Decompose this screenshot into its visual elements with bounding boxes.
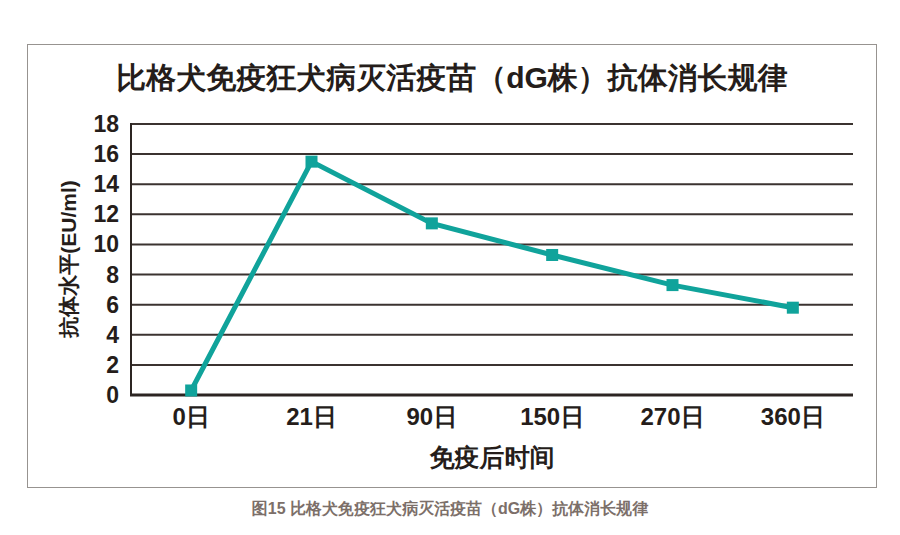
x-tick-label: 90日 [406, 403, 457, 430]
x-axis-title: 免疫后时间 [131, 441, 853, 474]
data-point-marker [667, 279, 679, 291]
y-tick-label: 2 [106, 352, 119, 378]
y-tick-label: 8 [106, 262, 119, 288]
data-point-marker [185, 384, 197, 396]
data-point-marker [546, 249, 558, 261]
x-tick-label: 21日 [286, 403, 337, 430]
data-point-marker [306, 156, 318, 168]
y-tick-label: 0 [106, 382, 119, 408]
y-tick-label: 4 [106, 322, 119, 348]
y-tick-label: 14 [93, 171, 119, 197]
y-tick-label: 16 [93, 141, 119, 167]
y-tick-label: 12 [93, 201, 119, 227]
x-tick-label: 0日 [172, 403, 209, 430]
x-tick-label: 360日 [761, 403, 825, 430]
figure-caption: 图15 比格犬免疫狂犬病灭活疫苗（dG株）抗体消长规律 [0, 499, 900, 520]
series-line [191, 162, 793, 391]
y-tick-label: 6 [106, 292, 119, 318]
data-point-marker [787, 302, 799, 314]
figure-page: 比格犬免疫狂犬病灭活疫苗（dG株）抗体消长规律 抗体水平(EU/ml) 0246… [0, 0, 900, 535]
data-point-marker [426, 217, 438, 229]
x-tick-label: 150日 [520, 403, 584, 430]
y-tick-label: 18 [93, 111, 119, 137]
y-tick-label: 10 [93, 231, 119, 257]
x-tick-label: 270日 [640, 403, 704, 430]
